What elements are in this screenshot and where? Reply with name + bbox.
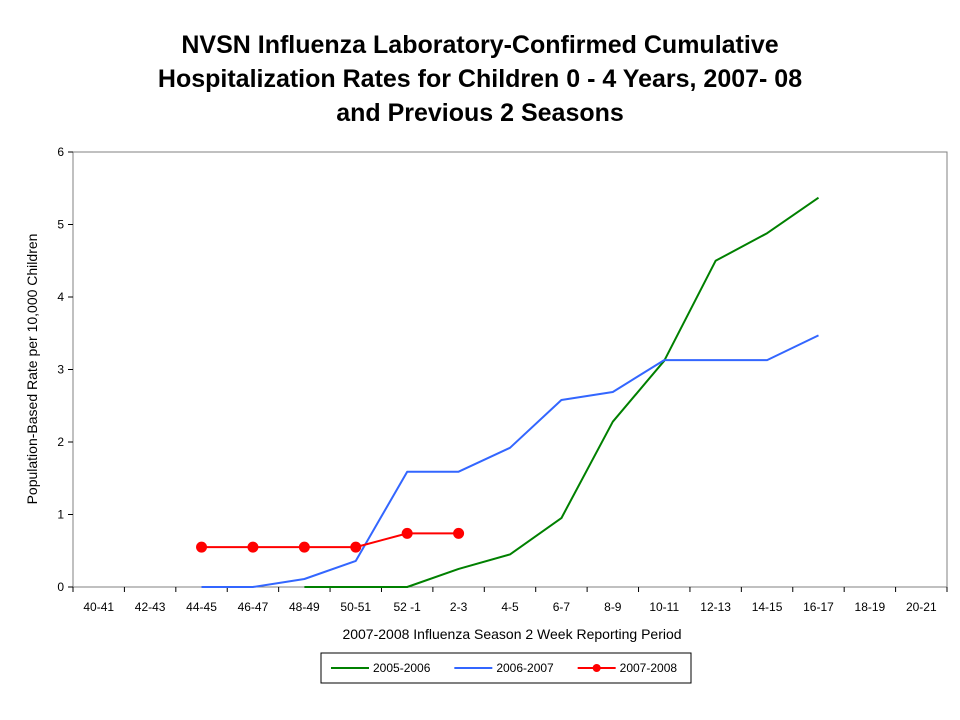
x-tick-label: 20-21 <box>906 600 937 614</box>
x-tick-label: 44-45 <box>186 600 217 614</box>
legend-marker <box>592 664 601 672</box>
y-axis-label: Population-Based Rate per 10,000 Childre… <box>24 234 40 505</box>
x-tick-label: 52 -1 <box>393 600 421 614</box>
legend-box <box>320 652 692 684</box>
legend-label: 2007-2008 <box>620 661 678 675</box>
y-tick-label: 1 <box>57 508 64 522</box>
x-tick-label: 10-11 <box>649 600 679 614</box>
chart-title-line-1: NVSN Influenza Laboratory-Confirmed Cumu… <box>181 31 779 59</box>
legend-entry: 2005-2006 <box>331 661 431 675</box>
x-tick-label: 6-7 <box>553 600 571 614</box>
data-point <box>247 541 259 553</box>
legend-label: 2005-2006 <box>373 661 431 675</box>
x-tick-label: 48-49 <box>289 600 320 614</box>
series-line <box>201 532 459 549</box>
x-tick-label: 14-15 <box>752 600 783 614</box>
y-axis: 0 1 2 3 4 5 6 <box>57 145 73 594</box>
x-axis-label: 2007-2008 Influenza Season 2 Week Report… <box>342 626 681 642</box>
series-line <box>201 334 819 588</box>
x-tick-label: 4-5 <box>501 600 519 614</box>
series-2007-2008 <box>196 527 465 553</box>
x-tick-label: 18-19 <box>855 600 886 614</box>
x-tick-label: 2-3 <box>450 600 468 614</box>
data-point <box>298 541 310 553</box>
plot-area <box>72 151 948 588</box>
x-tick-label: 42-43 <box>135 600 166 614</box>
series-2006-2007 <box>201 334 819 588</box>
series-line <box>304 196 820 588</box>
y-tick-label: 3 <box>57 363 64 377</box>
x-tick-label: 16-17 <box>803 600 834 614</box>
y-tick-label: 6 <box>57 145 64 159</box>
x-tick-label: 46-47 <box>238 600 269 614</box>
series-layer <box>196 196 820 588</box>
data-point <box>401 527 413 539</box>
y-tick-label: 2 <box>57 435 64 449</box>
y-tick-label: 5 <box>57 218 64 232</box>
x-tick-label: 50-51 <box>340 600 371 614</box>
data-point <box>196 541 208 553</box>
y-tick-label: 0 <box>57 580 64 594</box>
legend-label: 2006-2007 <box>496 661 554 675</box>
plot-border <box>72 151 948 588</box>
x-tick-label: 8-9 <box>604 600 622 614</box>
chart-title-line-2: Hospitalization Rates for Children 0 - 4… <box>157 65 803 93</box>
x-tick-label: 40-41 <box>83 600 114 614</box>
chart-title-line-3: and Previous 2 Seasons <box>336 99 624 127</box>
data-point <box>350 541 362 553</box>
x-tick-label: 12-13 <box>700 600 731 614</box>
legend-entry: 2006-2007 <box>454 661 554 675</box>
x-axis: 40-41 42-43 44-45 46-47 48-49 50-51 52 -1 2-3 4-… <box>72 587 948 614</box>
series-2005-2006 <box>304 196 820 588</box>
chart-title: NVSN Influenza Laboratory-Confirmed Cumu… <box>0 28 960 130</box>
y-tick-label: 4 <box>57 290 64 304</box>
legend-entry: 2007-2008 <box>577 661 678 675</box>
legend: 2005-2006 2006-2007 2007-2008 <box>320 652 692 684</box>
data-point <box>453 527 465 539</box>
